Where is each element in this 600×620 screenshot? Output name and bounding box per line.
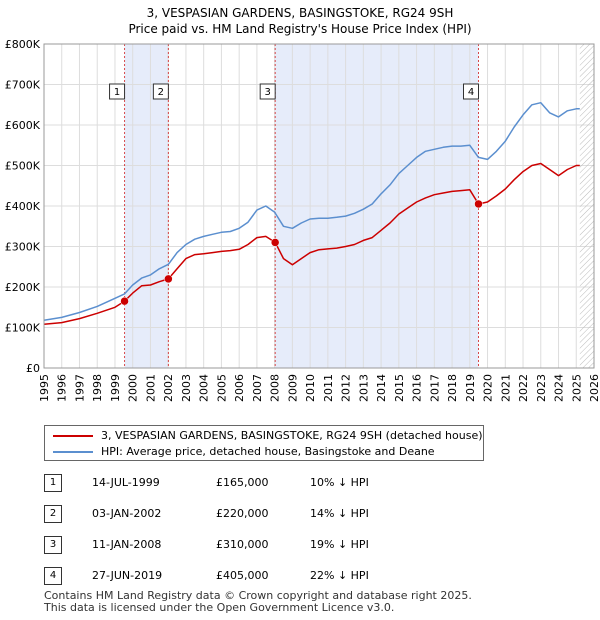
sale-price: £220,000 [216,507,269,520]
x-tick-label: 2019 [464,374,477,402]
x-tick-label: 2011 [322,374,335,402]
x-tick-label: 2017 [428,374,441,402]
footer-attribution: Contains HM Land Registry data © Crown c… [44,590,472,614]
y-tick-label: £300K [5,241,41,254]
x-tick-label: 1997 [73,374,86,402]
sale-row: 3 11-JAN-2008 £310,000 19% ↓ HPI [44,536,584,554]
sale-label-text: 2 [158,87,164,98]
y-tick-label: £600K [5,119,41,132]
x-tick-label: 2016 [411,374,424,402]
chart-subtitle: Price paid vs. HM Land Registry's House … [128,22,472,36]
x-tick-label: 2009 [286,374,299,402]
sale-number-badge: 1 [44,474,62,492]
legend-label-hpi: HPI: Average price, detached house, Basi… [101,445,435,458]
sale-hpi-diff: 22% ↓ HPI [310,569,369,582]
x-tick-label: 1999 [109,374,122,402]
sale-point [164,274,173,284]
chart-axes: £0 £100K £200K £300K £400K £500K £600K £700K £80… [5,38,600,402]
sale-point [474,199,483,209]
chart-legend: 3, VESPASIAN GARDENS, BASINGSTOKE, RG24 … [44,425,484,461]
sale-point [120,296,129,306]
y-tick-label: £400K [5,200,41,213]
sale-date: 03-JAN-2002 [92,507,162,520]
x-tick-label: 2003 [180,374,193,402]
sale-label-box [463,83,479,100]
legend-label-property: 3, VESPASIAN GARDENS, BASINGSTOKE, RG24 … [101,429,483,442]
projection-hatch [579,44,594,368]
chart-title: 3, VESPASIAN GARDENS, BASINGSTOKE, RG24 … [146,6,454,20]
x-tick-label: 2001 [144,374,157,402]
sale-date: 11-JAN-2008 [92,538,162,551]
sale-label-text: 1 [114,87,120,98]
sale-hpi-diff: 19% ↓ HPI [310,538,369,551]
price-chart: 1 2 3 4 £0 £100K £200K £300K £400K £500K £600K £70… [5,38,600,402]
x-tick-label: 1996 [56,374,69,402]
x-tick-label: 2008 [269,374,282,402]
y-tick-label: £700K [5,79,41,92]
x-tick-label: 2006 [233,374,246,402]
x-tick-label: 2014 [375,374,388,402]
legend-swatch-hpi [53,451,93,453]
x-tick-label: 2000 [127,374,140,402]
y-tick-label: £500K [5,160,41,173]
x-tick-label: 2020 [482,374,495,402]
property-line [43,162,580,326]
plot-frame [43,43,595,369]
sale-row: 1 14-JUL-1999 £165,000 10% ↓ HPI [44,474,584,492]
y-tick-label: £200K [5,281,41,294]
footer-copyright: Contains HM Land Registry data © Crown c… [44,589,472,602]
sale-number-badge: 2 [44,505,62,523]
sale-point [270,238,280,247]
sale-label-box [109,83,126,100]
x-tick-label: 2010 [304,374,317,402]
sale-date: 14-JUL-1999 [92,476,160,489]
x-tick-label: 2012 [340,374,353,402]
x-tick-label: 2005 [215,374,228,402]
y-tick-label: £800K [5,38,41,51]
chart-series [43,101,580,326]
sale-price: £405,000 [216,569,269,582]
sale-hpi-diff: 10% ↓ HPI [310,476,369,489]
sale-label-text: 4 [468,87,474,98]
x-tick-label: 2022 [517,374,530,402]
sale-hpi-diff: 14% ↓ HPI [310,507,369,520]
x-tick-label: 2007 [251,374,264,402]
x-tick-label: 2018 [446,374,459,402]
x-tick-label: 2023 [535,374,548,402]
footer-licence: This data is licensed under the Open Gov… [44,601,395,614]
sale-row: 2 03-JAN-2002 £220,000 14% ↓ HPI [44,505,584,523]
x-tick-label: 2013 [357,374,370,402]
x-tick-label: 2026 [588,374,600,402]
sale-label-box [259,83,276,100]
hpi-line [43,101,580,321]
sale-number-badge: 4 [44,567,62,585]
sale-markers: 1 2 3 4 [109,83,483,306]
y-tick-label: £0 [26,362,40,375]
x-tick-label: 2015 [393,374,406,402]
sale-price: £165,000 [216,476,269,489]
y-tick-label: £100K [5,322,41,335]
sale-row: 4 27-JUN-2019 £405,000 22% ↓ HPI [44,567,584,585]
x-tick-label: 1995 [38,374,51,402]
x-tick-label: 2024 [553,374,566,402]
sale-label-text: 3 [264,87,270,98]
chart-grid [43,43,595,369]
sale-date: 27-JUN-2019 [92,569,163,582]
x-tick-label: 1998 [91,374,104,402]
sale-label-box [152,83,169,100]
x-tick-label: 2021 [499,374,512,402]
projection-region [579,44,594,368]
sale-number-badge: 3 [44,536,62,554]
x-tick-label: 2004 [198,374,211,402]
x-tick-label: 2002 [162,374,175,402]
sale-price: £310,000 [216,538,269,551]
x-tick-label: 2025 [570,374,583,402]
legend-swatch-property [53,435,93,437]
